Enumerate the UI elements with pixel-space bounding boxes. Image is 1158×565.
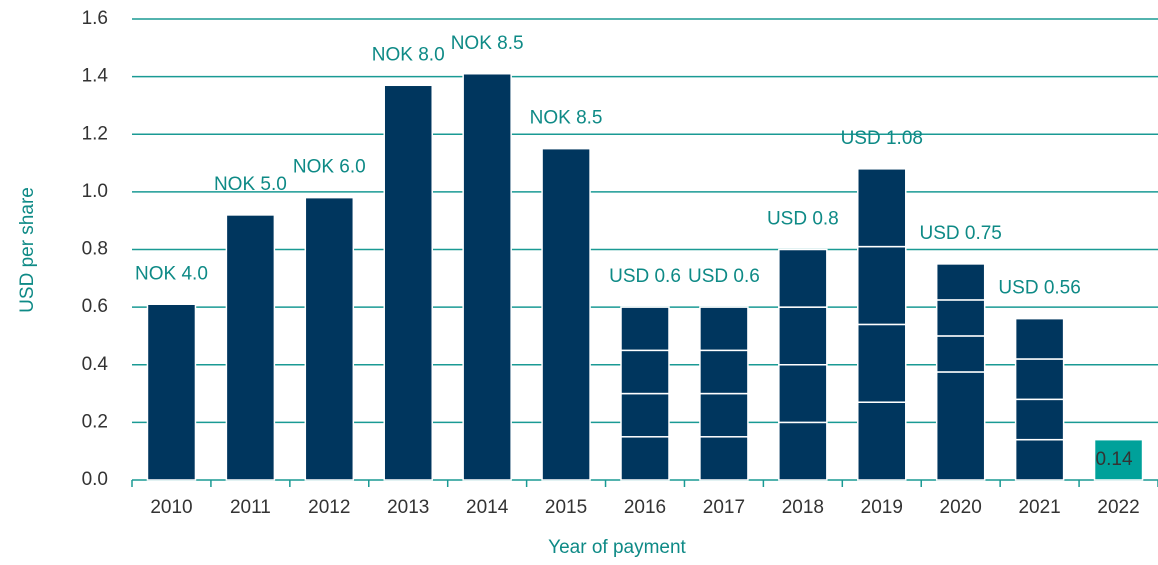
x-tick-label: 2012: [308, 497, 350, 518]
y-tick-label: 1.0: [82, 181, 108, 202]
bar-segment: [1014, 398, 1065, 441]
x-tick-label: 2018: [782, 497, 824, 518]
bar-segment: [935, 335, 986, 373]
bar-segment: [778, 306, 828, 366]
bar-segment: [541, 147, 591, 481]
bar-segment: [935, 371, 986, 481]
annotation: NOK 8.0: [372, 44, 445, 65]
bar-segment: [146, 303, 197, 481]
x-tick-label: 2021: [1018, 497, 1060, 518]
bar-segment: [857, 245, 907, 326]
y-tick-label: 0.2: [82, 411, 108, 432]
bar-segment: [1093, 438, 1144, 481]
bar-segment: [620, 392, 670, 438]
x-tick-label: 2019: [861, 497, 903, 518]
bar-segment: [225, 214, 276, 481]
bar-segment: [1014, 438, 1065, 481]
y-tick-label: 1.2: [82, 123, 108, 144]
bar-segment: [857, 323, 907, 403]
bar-segment: [383, 84, 433, 481]
x-tick-label: 2016: [624, 497, 666, 518]
bar-segment: [935, 263, 986, 301]
bar-segment: [620, 306, 670, 352]
annotation: NOK 6.0: [293, 157, 366, 178]
bar-segment: [462, 72, 512, 481]
y-tick-label: 0.0: [82, 469, 108, 490]
bar-segment: [778, 248, 828, 308]
annotation: USD 0.56: [998, 278, 1080, 299]
bar-segment: [778, 421, 828, 481]
y-tick-label: 1.4: [82, 66, 109, 87]
bar-segment: [857, 401, 907, 481]
value-label: 0.14: [1096, 449, 1133, 470]
x-tick-label: 2010: [150, 497, 192, 518]
bar-segment: [1014, 317, 1065, 360]
bar-segment: [935, 299, 986, 337]
bar-segment: [699, 436, 749, 481]
annotation: USD 1.08: [841, 128, 923, 149]
y-tick-label: 0.6: [82, 296, 108, 317]
bar-segment: [304, 196, 355, 481]
x-tick-label: 2015: [545, 497, 587, 518]
annotation: NOK 8.5: [530, 108, 603, 129]
annotation: USD 0.6: [609, 266, 681, 287]
y-tick-label: 0.8: [82, 239, 108, 260]
bar-segment: [620, 436, 670, 481]
x-tick-label: 2022: [1097, 497, 1139, 518]
annotation: NOK 8.5: [451, 33, 524, 54]
x-tick-label: 2017: [703, 497, 745, 518]
y-tick-label: 1.6: [82, 8, 108, 29]
x-tick-label: 2013: [387, 497, 429, 518]
y-tick-label: 0.4: [82, 354, 109, 375]
bar-segment: [699, 392, 749, 438]
x-tick-label: 2014: [466, 497, 509, 518]
annotation: NOK 4.0: [135, 263, 208, 284]
annotation: USD 0.6: [688, 266, 760, 287]
bar-segment: [857, 168, 907, 248]
annotation: USD 0.75: [920, 223, 1002, 244]
bar-segment: [778, 364, 828, 424]
annotation: USD 0.8: [767, 209, 839, 230]
bar-segment: [620, 349, 670, 395]
x-tick-label: 2011: [230, 497, 271, 518]
y-axis-title: USD per share: [17, 187, 38, 313]
x-axis-title: Year of payment: [548, 537, 686, 558]
bar-segment: [699, 306, 749, 352]
x-tick-label: 2020: [940, 497, 982, 518]
annotation: NOK 5.0: [214, 174, 287, 195]
bar-segment: [699, 349, 749, 395]
bar-segment: [1014, 358, 1065, 401]
